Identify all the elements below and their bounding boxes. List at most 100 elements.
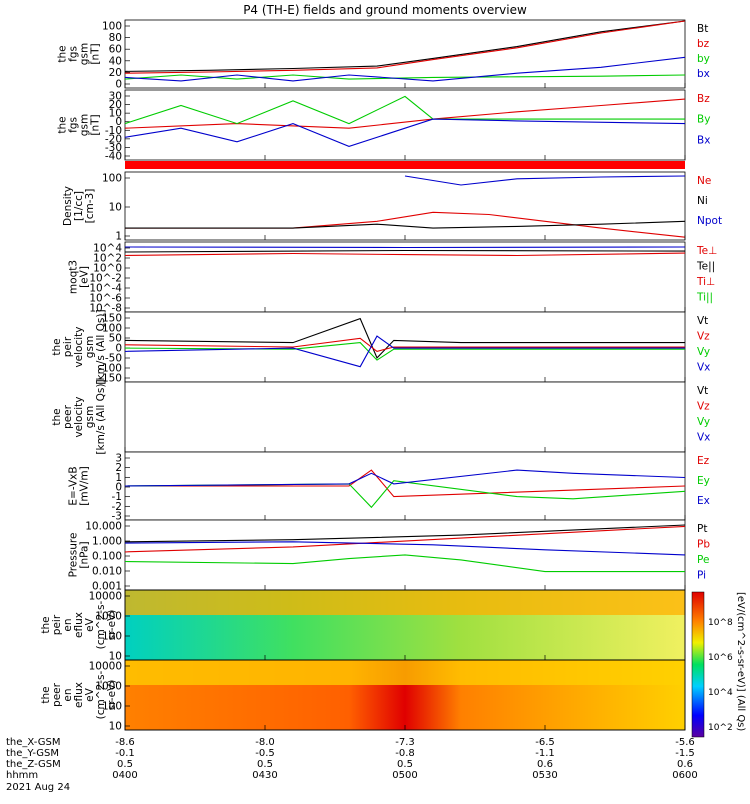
panel-frame <box>124 241 686 313</box>
series-line <box>124 317 685 359</box>
y-axis-label: (cm^2-s- <box>95 670 107 719</box>
series-line <box>124 469 686 487</box>
y-axis-label: the <box>51 338 63 355</box>
y-axis-label: sr-eV) <box>106 610 118 641</box>
legend-entry: Vt <box>697 315 708 327</box>
y-tick-label: 10^-8 <box>89 303 122 315</box>
colorbar-tick: 10^2 <box>708 723 733 733</box>
y-tick-label: 10000 <box>89 591 122 603</box>
footer: the_X-GSM -8.6 -8.0 -7.3 -6.5 -5.6 the_Y-GSM -0… <box>6 737 698 793</box>
footer-value: -8.0 <box>255 737 275 748</box>
y-axis-label: Pressure <box>68 533 80 578</box>
legend-entry: Bz <box>697 93 710 105</box>
y-tick-label: 20 <box>109 99 122 111</box>
legend-entry: Ne <box>697 175 711 187</box>
footer-value: 0430 <box>252 770 277 781</box>
footer-row-label: hhmm <box>6 770 38 781</box>
colorbar-bar <box>691 591 705 738</box>
legend-entry: Ez <box>697 455 710 467</box>
y-tick-label: 10^0 <box>93 263 122 275</box>
y-tick-label: 10^-6 <box>89 293 122 305</box>
legend-entry: Pt <box>697 523 707 535</box>
legend-entry: Te⊥ <box>696 245 717 257</box>
y-axis-label: eV <box>84 687 96 701</box>
series-line <box>124 524 686 543</box>
footer-value: 0.6 <box>677 759 693 770</box>
legend-entry: Ti⊥ <box>696 276 715 288</box>
panel-frame <box>124 381 686 453</box>
y-tick-label: 80 <box>109 32 122 44</box>
legend-entry: Vz <box>697 401 710 413</box>
y-tick-label: -20 <box>105 133 122 145</box>
y-tick-label: -40 <box>105 151 122 163</box>
heatmap-band-high <box>125 590 685 615</box>
legend-entry: Ti|| <box>696 292 713 304</box>
series-line <box>125 220 686 229</box>
chart-title: P4 (TH-E) fields and ground moments over… <box>243 3 527 17</box>
legend-entry: Vz <box>697 331 710 343</box>
y-tick-label: 10000 <box>89 661 122 673</box>
panel-frame <box>124 89 686 161</box>
legend-entry: Bx <box>697 134 710 146</box>
footer-value: -0.1 <box>115 748 135 759</box>
footer-value: -0.5 <box>255 748 275 759</box>
y-axis-label: E=-VxB <box>68 466 80 505</box>
legend-entry: Te|| <box>696 261 715 273</box>
panel-5: the peer velocity gsm [km/s (All Qs)] Vt Vz Vy V… <box>51 379 710 454</box>
series-line <box>124 554 685 573</box>
y-axis-label: peer <box>51 682 63 707</box>
footer-value: 0600 <box>672 770 697 781</box>
colorbar-tick: 10^8 <box>708 618 733 628</box>
y-tick-label: -1 <box>112 491 122 503</box>
y-tick-label: 10 <box>109 721 122 733</box>
y-tick-label: -10 <box>105 125 122 137</box>
series-line <box>124 525 686 553</box>
panel-9: 10000 1000 100 10 the peer en eflux eV (cm^2-s-sr… <box>40 659 686 733</box>
y-axis-label: the <box>57 45 69 62</box>
y-tick-label: 60 <box>109 44 122 56</box>
y-tick-label: 100 <box>102 21 122 33</box>
colorbar-tick: 10^6 <box>708 653 733 663</box>
y-tick-label: 10 <box>109 651 122 663</box>
footer-row-label: the_Z-GSM <box>6 759 61 770</box>
series-line <box>124 337 685 353</box>
colorbar-label: [eV/(cm^2-s-sr-eV)] (All Qs) <box>735 592 746 731</box>
y-axis-label: [1/cc] <box>73 191 85 221</box>
y-tick-label: 100 <box>102 173 122 185</box>
y-tick-label: 0.010 <box>92 566 122 578</box>
y-tick-label: -50 <box>105 353 122 365</box>
y-tick-label: 0.100 <box>92 551 122 563</box>
panel-2: 100 10 1 Density [1/cc] [cm-3] Ne Ni Npot <box>62 171 722 243</box>
footer-value: 0530 <box>532 770 557 781</box>
legend-entry: Bt <box>697 23 708 35</box>
heatmap-band-high <box>125 660 685 685</box>
footer-value: -1.5 <box>675 748 695 759</box>
footer-row-label: the_Y-GSM <box>6 748 59 759</box>
y-tick-label: 1 <box>115 231 122 243</box>
legend-entry: Ex <box>697 495 710 507</box>
series-line <box>124 249 686 253</box>
series-line <box>124 541 686 556</box>
y-axis-label: the <box>40 686 52 703</box>
y-tick-label: 40 <box>109 55 122 67</box>
y-tick-label: 50 <box>109 333 122 345</box>
y-axis-label: [nT] <box>90 43 102 64</box>
y-tick-label: 0 <box>115 482 122 494</box>
y-axis-label: en <box>62 688 74 701</box>
y-tick-label: 150 <box>102 313 122 325</box>
legend-entry: Npot <box>697 215 722 227</box>
y-tick-label: 0.001 <box>92 581 122 593</box>
legend-entry: Vy <box>697 416 710 428</box>
y-axis-label: velocity <box>73 326 85 367</box>
footer-value: -8.6 <box>115 737 135 748</box>
y-tick-label: -150 <box>98 373 122 385</box>
footer-value: -1.1 <box>535 748 555 759</box>
footer-row-label: the_X-GSM <box>6 737 60 748</box>
panel-3: 10^410^210^010^-210^-410^-610^-8 moqt3 [eV… <box>68 241 717 315</box>
y-tick-label: 1 <box>115 472 122 484</box>
y-axis-label: peir <box>62 336 74 357</box>
y-axis-label: velocity <box>73 396 85 437</box>
